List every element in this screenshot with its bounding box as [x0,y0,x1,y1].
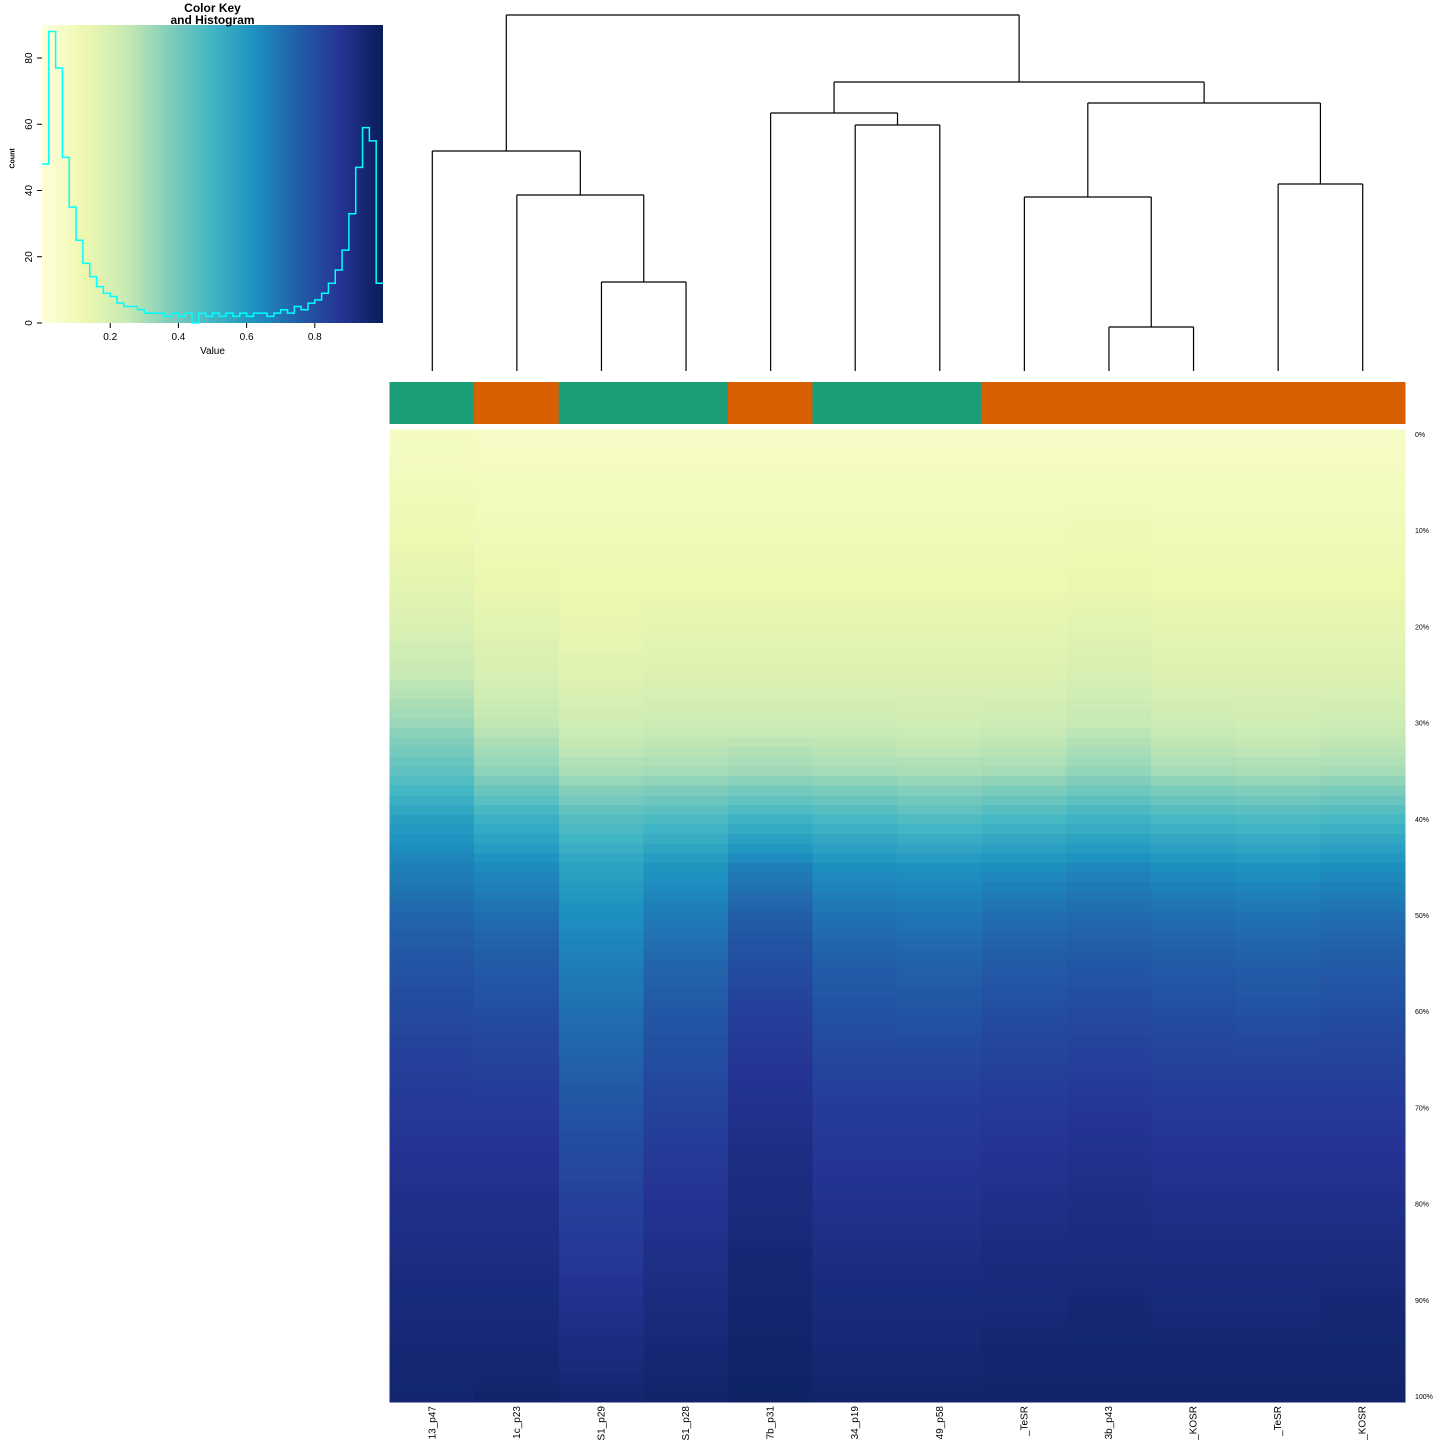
col-side-color-orange [1066,382,1152,424]
column-label: 13_p47 [427,1406,438,1440]
row-label: 90% [1415,1298,1429,1305]
color-key-y-tick-label: 40 [24,185,35,197]
color-key-title: Color Key and Histogram [42,2,383,26]
column-label: 3b_p43 [1104,1406,1115,1440]
col-side-color-orange [727,382,814,424]
col-side-color-orange [981,382,1068,424]
color-key-x-tick-label: 0.4 [171,332,185,343]
column-label: S1_p29 [596,1406,607,1440]
column-labels: 13_p47 1c_p23 S1_p29 S1_p28 7b_p31 34_p19 49_p… [427,1406,1368,1440]
row-labels: 0% 10% 20% 30% 40% 50% 60% 70% 80% 90% 100% [1415,432,1433,1401]
col-side-color-orange [1150,382,1237,424]
row-label: 60% [1415,1009,1429,1016]
col-side-color-teal [812,382,898,424]
color-key-x-tick-label: 0.8 [308,332,322,343]
row-label: 80% [1415,1202,1429,1209]
col-side-color-orange [1235,382,1321,424]
column-label: S1_p28 [681,1406,692,1440]
color-key-y-tick-label: 20 [24,251,35,263]
row-label: 10% [1415,528,1429,535]
column-label: 49_p58 [935,1406,946,1440]
color-key-xaxis-label: Value [200,346,225,357]
color-key-y-tick-label: 0 [24,320,35,326]
color-key-title-line1: Color Key [184,1,241,15]
row-label: 20% [1415,624,1429,631]
row-label: 70% [1415,1105,1429,1112]
column-label: _KOSR [1189,1406,1200,1440]
color-key-gradient [42,25,383,323]
color-key-histogram-line [42,30,383,324]
column-label: 7b_p31 [766,1406,777,1440]
color-key-y-tick-label: 80 [24,52,35,64]
row-label: 50% [1415,913,1429,920]
color-key-title-line2: and Histogram [170,13,255,27]
col-side-color-bar [389,382,1406,424]
row-label: 100% [1415,1394,1433,1401]
row-label: 40% [1415,817,1429,824]
col-side-color-teal [643,382,729,424]
col-side-color-teal [389,382,476,424]
color-key-y-tick-label: 60 [24,118,35,130]
column-dendrogram [431,14,1364,371]
col-side-color-teal [558,382,645,424]
color-key-x-tick-label: 0.6 [240,332,254,343]
heatmap-matrix [389,429,1406,1403]
col-side-color-orange [1319,382,1406,424]
column-label: 1c_p23 [512,1406,523,1439]
column-label: 34_p19 [850,1406,861,1440]
col-side-color-orange [474,382,560,424]
color-key-x-tick-label: 0.2 [103,332,117,343]
color-key-yaxis-label: Count [9,148,17,169]
column-label: _TeSR [1019,1406,1030,1437]
row-label: 0% [1415,432,1425,439]
column-label: _TeSR [1273,1406,1284,1437]
column-label: _KOSR [1358,1406,1369,1440]
row-label: 30% [1415,721,1429,728]
col-side-color-teal [897,382,983,424]
